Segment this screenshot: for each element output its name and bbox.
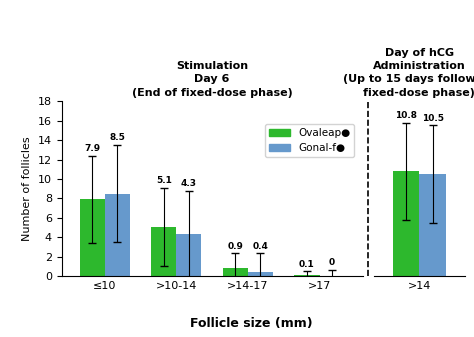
Bar bbox=[393, 171, 419, 276]
Bar bbox=[151, 227, 176, 276]
Bar bbox=[176, 235, 201, 276]
Bar bbox=[248, 272, 273, 276]
Y-axis label: Number of follicles: Number of follicles bbox=[22, 136, 32, 241]
Bar bbox=[419, 174, 446, 276]
Text: 7.9: 7.9 bbox=[84, 144, 100, 153]
Bar bbox=[80, 200, 105, 276]
Title: Day of hCG
Administration
(Up to 15 days following
fixed-dose phase): Day of hCG Administration (Up to 15 days… bbox=[343, 48, 474, 97]
Bar bbox=[294, 275, 319, 276]
Title: Stimulation
Day 6
(End of fixed-dose phase): Stimulation Day 6 (End of fixed-dose pha… bbox=[132, 61, 292, 97]
Text: 0: 0 bbox=[329, 258, 335, 267]
Text: 8.5: 8.5 bbox=[109, 133, 125, 143]
Bar bbox=[223, 268, 248, 276]
Text: 0.4: 0.4 bbox=[253, 242, 268, 250]
Text: 5.1: 5.1 bbox=[156, 176, 172, 185]
Legend: Ovaleap●, Gonal-f●: Ovaleap●, Gonal-f● bbox=[264, 124, 354, 157]
Text: 0.1: 0.1 bbox=[299, 260, 315, 269]
Text: Follicle size (mm): Follicle size (mm) bbox=[190, 317, 312, 330]
Text: 4.3: 4.3 bbox=[181, 179, 197, 188]
Bar bbox=[105, 193, 130, 276]
Text: 0.9: 0.9 bbox=[228, 242, 243, 250]
Text: 10.8: 10.8 bbox=[395, 111, 417, 120]
Text: 10.5: 10.5 bbox=[421, 114, 444, 123]
